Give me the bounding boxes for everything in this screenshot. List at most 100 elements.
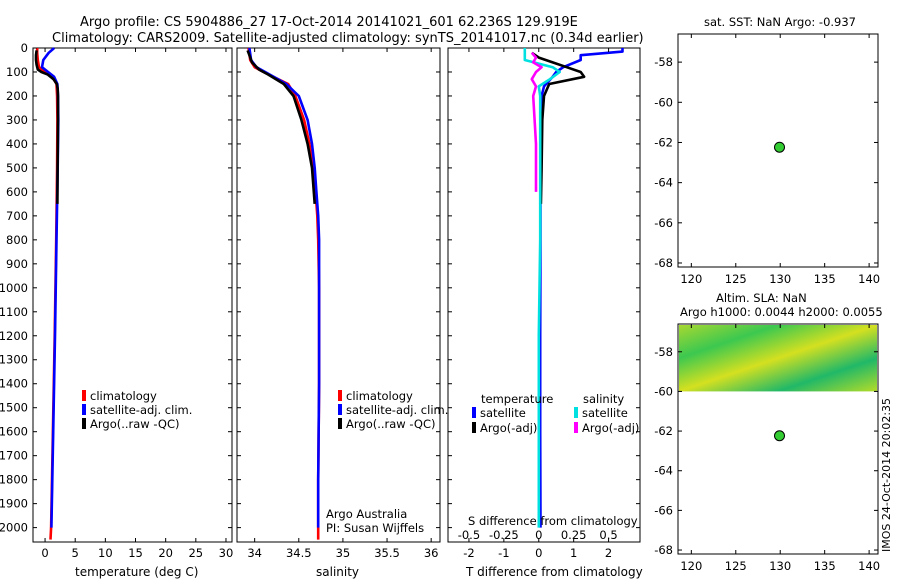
- depth-tick-label: 100: [6, 65, 28, 79]
- depth-tick-label: 900: [6, 257, 28, 271]
- legend-label: Argo(..raw -QC): [90, 417, 180, 431]
- s-difference-label: S difference from climatology: [468, 514, 638, 528]
- lon-tick-label: 130: [769, 272, 791, 286]
- x-tick-label: 15: [128, 546, 143, 560]
- series-line: [530, 51, 543, 192]
- x-tick-label: 1: [570, 546, 577, 560]
- salinity-axes-frame: [236, 47, 441, 543]
- lat-tick-label: -66: [654, 216, 673, 230]
- depth-tick-label: 1600: [0, 425, 28, 439]
- x-tick-label: 0: [41, 546, 48, 560]
- depth-tick-label: 400: [6, 137, 28, 151]
- lon-tick-label: 140: [858, 272, 880, 286]
- depth-tick-label: 500: [6, 161, 28, 175]
- x-tick-label: 10: [98, 546, 113, 560]
- lat-tick-label: -62: [654, 135, 673, 149]
- depth-tick-label: 1700: [0, 449, 28, 463]
- x-tick-label: 35.5: [374, 546, 400, 560]
- depth-tick-label: 1300: [0, 353, 28, 367]
- x-tick-label: 5: [72, 546, 79, 560]
- sla-map-panel: Altim. SLA: NaN Argo h1000: 0.0044 h2000…: [654, 291, 882, 573]
- depth-tick-label: 2000: [0, 521, 28, 535]
- depth-tick-label: 700: [6, 209, 28, 223]
- lat-tick-label: -62: [654, 424, 673, 438]
- legend-swatch: [82, 390, 86, 401]
- legend-label: climatology: [346, 389, 413, 403]
- legend-label: Argo(-adj): [480, 421, 537, 435]
- credit-org: Argo Australia: [326, 507, 407, 521]
- x-tick-label: -2: [463, 546, 474, 560]
- lat-tick-label: -60: [654, 95, 673, 109]
- timestamp-stamp: IMOS 24-Oct-2014 20:02:35: [880, 398, 893, 552]
- sst-map-title: sat. SST: NaN Argo: -0.937: [704, 15, 856, 29]
- x2-tick-label: 0: [535, 528, 542, 542]
- depth-tick-label: 600: [6, 185, 28, 199]
- lon-tick-label: 130: [769, 559, 791, 573]
- depth-tick-label: 1000: [0, 281, 28, 295]
- argo-position-marker: [774, 141, 786, 153]
- lat-tick-label: -68: [654, 543, 673, 557]
- depth-tick-label: 1500: [0, 401, 28, 415]
- x2-tick-label: 0.5: [599, 528, 617, 542]
- t-difference-label: T difference from climatology: [465, 565, 643, 579]
- lat-tick-label: -58: [654, 55, 673, 69]
- legend-label: satellite: [582, 406, 628, 420]
- legend-label: Argo(..raw -QC): [346, 417, 436, 431]
- depth-tick-label: 0: [21, 41, 28, 55]
- x2-tick-label: 0.25: [561, 528, 587, 542]
- lon-tick-label: 125: [725, 272, 747, 286]
- lon-tick-label: 125: [725, 559, 747, 573]
- legend-swatch: [338, 390, 342, 401]
- x-tick-label: 25: [188, 546, 203, 560]
- title-line-2: Climatology: CARS2009. Satellite-adjuste…: [52, 31, 644, 46]
- sst-map-panel: sat. SST: NaN Argo: -0.937 -58 -60 -62 -64 -…: [654, 15, 880, 286]
- depth-tick-label: 1800: [0, 473, 28, 487]
- lon-tick-label: 140: [858, 559, 880, 573]
- legend-swatch: [338, 418, 342, 429]
- legend-swatch: [82, 404, 86, 415]
- legend-swatch: [82, 418, 86, 429]
- sla-heatmap: [679, 325, 877, 392]
- x-tick-label: 34: [247, 546, 262, 560]
- legend-label: climatology: [90, 389, 157, 403]
- x2-tick-label: -0.25: [489, 528, 519, 542]
- argo-position-marker: [774, 430, 786, 442]
- lat-tick-label: -66: [654, 503, 673, 517]
- lat-tick-label: -64: [654, 176, 673, 190]
- lat-tick-label: -68: [654, 256, 673, 270]
- depth-tick-label: 1100: [0, 305, 28, 319]
- x2-tick-label: -0.5: [458, 528, 480, 542]
- legend-label: satellite-adj. clim.: [90, 403, 192, 417]
- series-line: [523, 48, 562, 528]
- depth-tick-label: 1200: [0, 329, 28, 343]
- legend-title-salinity: salinity: [583, 392, 624, 406]
- x-tick-label: 35: [336, 546, 351, 560]
- difference-axes-frame: [447, 47, 641, 543]
- title-line-1: Argo profile: CS 5904886_27 17-Oct-2014 …: [80, 15, 578, 30]
- x-tick-label: -1: [498, 546, 509, 560]
- legend-title-temperature: temperature: [481, 392, 553, 406]
- legend-swatch: [472, 422, 476, 433]
- depth-tick-label: 200: [6, 89, 28, 103]
- x-tick-label: 34.5: [286, 546, 312, 560]
- legend-label: satellite-adj. clim.: [346, 403, 448, 417]
- temperature-panel: 0100200300400500600700800900100011001200…: [0, 41, 233, 579]
- salinity-x-label: salinity: [316, 565, 359, 579]
- lon-tick-label: 120: [680, 559, 702, 573]
- temperature-x-label: temperature (deg C): [75, 565, 198, 579]
- difference-panel: -2 -1 0 1 2 -0.5 -0.25 0 0.25 0.5 temperature sali…: [447, 47, 643, 579]
- lat-tick-label: -58: [654, 345, 673, 359]
- sla-map-subtitle: Argo h1000: 0.0044 h2000: 0.0055: [680, 305, 883, 319]
- lon-tick-label: 120: [680, 272, 702, 286]
- series-line: [34, 50, 60, 204]
- series-line: [246, 49, 316, 204]
- series-line: [531, 51, 586, 204]
- legend-swatch: [574, 407, 578, 418]
- sla-map-title: Altim. SLA: NaN: [716, 291, 807, 305]
- depth-tick-label: 800: [6, 233, 28, 247]
- depth-tick-label: 1900: [0, 497, 28, 511]
- legend-swatch: [338, 404, 342, 415]
- lat-tick-label: -60: [654, 384, 673, 398]
- legend-label: satellite: [480, 406, 526, 420]
